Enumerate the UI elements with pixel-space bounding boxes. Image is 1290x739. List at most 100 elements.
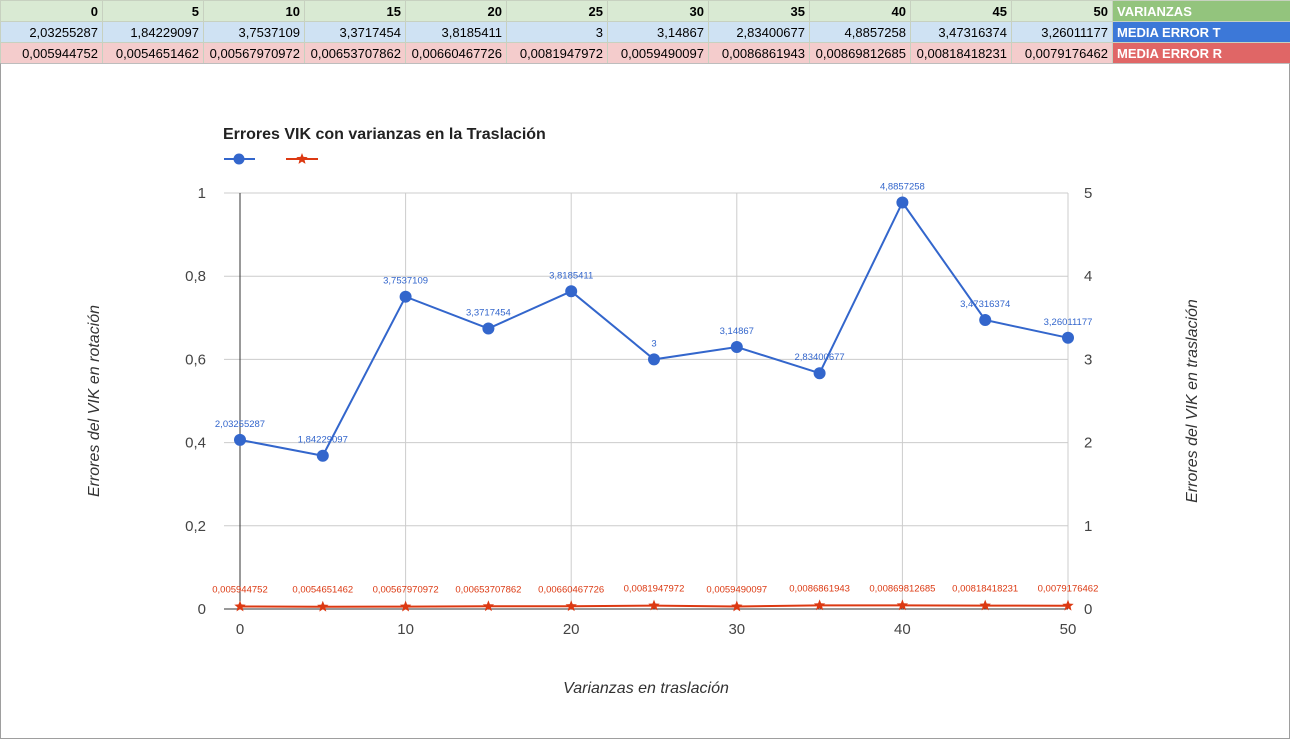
cell[interactable]: 0,00818418231 [910, 42, 1012, 64]
data-label-error-t: 3,47316374 [960, 299, 1010, 310]
cell[interactable]: 1,84229097 [102, 21, 204, 43]
x-tick-label: 0 [236, 621, 244, 638]
cell[interactable]: 3,3717454 [304, 21, 406, 43]
cell[interactable]: 15 [304, 0, 406, 22]
cell[interactable]: 0,0086861943 [708, 42, 810, 64]
gridlines [224, 192, 1069, 610]
y-left-tick-label: 0,4 [185, 435, 206, 452]
data-point-error-t [730, 341, 743, 354]
y-left-tick-label: 0 [198, 601, 206, 618]
data-label-error-t: 3,3717454 [466, 307, 511, 318]
y-right-tick-label: 2 [1084, 435, 1092, 452]
cell[interactable]: 25 [506, 0, 608, 22]
legend-marker-error-r [296, 153, 308, 164]
cell[interactable]: 0 [0, 0, 103, 22]
cell[interactable]: 20 [405, 0, 507, 22]
cell[interactable]: 3,47316374 [910, 21, 1012, 43]
cell[interactable]: 2,03255287 [0, 21, 103, 43]
data-label-error-t: 2,03255287 [215, 419, 265, 430]
cell[interactable]: 2,83400677 [708, 21, 810, 43]
cell[interactable]: 4,8857258 [809, 21, 911, 43]
data-point-error-r [399, 600, 412, 612]
data-point-error-t [482, 322, 495, 335]
cell[interactable]: 3,7537109 [203, 21, 305, 43]
media-error-r-label-cell[interactable]: MEDIA ERROR R [1112, 42, 1290, 64]
data-point-error-r [731, 600, 743, 612]
data-label-error-r: 0,00653707862 [455, 584, 521, 595]
row-media-error-t: 2,03255287 1,84229097 3,7537109 3,371745… [0, 21, 1290, 43]
data-label-error-t: 4,8857258 [880, 182, 925, 193]
data-table: 0 5 10 15 20 25 30 35 40 45 50 VARIANZAS… [0, 0, 1290, 64]
cell[interactable]: 3,8185411 [405, 21, 507, 43]
cell[interactable]: 35 [708, 0, 810, 22]
data-point-error-t [813, 367, 826, 380]
legend-marker-error-t [233, 153, 245, 165]
data-label-error-r: 0,00660467726 [538, 584, 604, 595]
right-y-axis-label: Errores del VIK en traslación [1184, 299, 1201, 503]
cell[interactable]: 0,00653707862 [304, 42, 406, 64]
x-tick-label: 20 [563, 621, 580, 638]
data-label-error-r: 0,0081947972 [624, 584, 685, 595]
data-label-error-t: 3 [651, 338, 656, 349]
chart-title: Errores VIK con varianzas en la Traslaci… [223, 126, 546, 143]
data-point-error-r [648, 599, 660, 611]
data-label-error-r: 0,00818418231 [952, 584, 1018, 595]
cell[interactable]: 5 [102, 0, 204, 22]
data-point-error-r [317, 600, 329, 612]
varianzas-label-cell[interactable]: VARIANZAS [1112, 0, 1290, 22]
data-point-error-t [316, 449, 329, 462]
data-point-error-t [399, 290, 412, 303]
data-label-error-t: 3,7537109 [383, 276, 428, 287]
data-point-error-r [1062, 599, 1074, 611]
row-media-error-r: 0,005944752 0,0054651462 0,00567970972 0… [0, 42, 1290, 64]
data-label-error-t: 3,14867 [720, 326, 754, 337]
cell[interactable]: 0,0081947972 [506, 42, 608, 64]
cell[interactable]: 3 [506, 21, 608, 43]
data-point-error-t [234, 433, 246, 446]
data-point-error-t [648, 353, 660, 366]
cell[interactable]: 45 [910, 0, 1012, 22]
data-point-error-r [565, 600, 577, 612]
data-point-error-r [482, 600, 495, 612]
data-label-error-r: 0,0079176462 [1038, 584, 1099, 595]
cell[interactable]: 0,0059490097 [607, 42, 709, 64]
series-group: 2,03255287 1,84229097 3,7537109 3,3717454 3,… [212, 182, 1098, 612]
cell[interactable]: 0,00660467726 [405, 42, 507, 64]
data-label-error-r: 0,00567970972 [373, 585, 439, 596]
cell[interactable]: 0,005944752 [0, 42, 103, 64]
data-point-error-r [234, 600, 246, 612]
cell[interactable]: 3,26011177 [1011, 21, 1113, 43]
data-point-error-r [979, 599, 991, 611]
y-right-tick-label: 3 [1084, 351, 1092, 368]
x-tick-label: 50 [1060, 621, 1077, 638]
data-label-error-t: 2,83400677 [794, 352, 844, 363]
data-label-error-r: 0,0059490097 [706, 585, 767, 596]
y-right-tick-label: 5 [1084, 185, 1092, 202]
y-right-tick-label: 0 [1084, 601, 1092, 618]
data-label-error-r: 0,0054651462 [292, 585, 353, 596]
x-tick-label: 30 [728, 621, 745, 638]
x-axis-label: Varianzas en traslación [563, 680, 729, 697]
data-point-error-t [979, 314, 992, 327]
data-label-error-t: 1,84229097 [298, 435, 348, 446]
cell[interactable]: 0,00869812685 [809, 42, 911, 64]
data-point-error-r [813, 599, 826, 611]
data-label-error-r: 0,005944752 [212, 585, 267, 596]
data-point-error-t [1062, 331, 1074, 344]
y-right-tick-label: 4 [1084, 268, 1092, 285]
data-label-error-r: 0,0086861943 [789, 583, 850, 594]
axis-ticks: 0 00,2 10,4 20,6 30,8 41 50 10 20 30 40 50 [185, 185, 1092, 638]
data-point-error-t [565, 285, 578, 298]
legend[interactable] [224, 153, 318, 165]
y-right-tick-label: 1 [1084, 518, 1092, 535]
chart-container[interactable] [0, 63, 1290, 739]
data-point-error-t [896, 196, 909, 209]
left-y-axis-label: Errores del VIK en rotación [86, 305, 103, 497]
cell[interactable]: 0,00567970972 [203, 42, 305, 64]
cell[interactable]: 0,0054651462 [102, 42, 204, 64]
y-left-tick-label: 0,2 [185, 518, 206, 535]
y-left-tick-label: 0,6 [185, 351, 206, 368]
x-tick-label: 40 [894, 621, 911, 638]
y-left-tick-label: 0,8 [185, 268, 206, 285]
